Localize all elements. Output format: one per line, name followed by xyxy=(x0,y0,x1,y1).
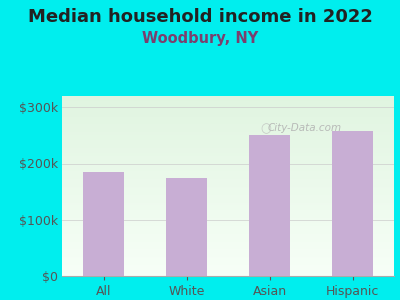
Text: ○: ○ xyxy=(261,122,272,135)
Text: Woodbury, NY: Woodbury, NY xyxy=(142,32,258,46)
Bar xyxy=(83,172,124,276)
Text: City-Data.com: City-Data.com xyxy=(267,123,342,134)
Bar xyxy=(332,131,373,276)
Bar xyxy=(249,135,290,276)
Bar xyxy=(166,178,207,276)
Text: Median household income in 2022: Median household income in 2022 xyxy=(28,8,372,26)
